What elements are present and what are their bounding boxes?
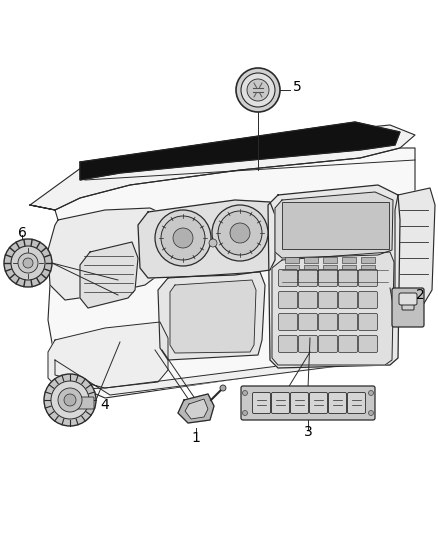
Circle shape	[218, 211, 262, 255]
Bar	[304, 265, 318, 271]
Bar	[285, 257, 299, 263]
Circle shape	[18, 253, 38, 273]
Polygon shape	[48, 322, 168, 390]
FancyBboxPatch shape	[282, 202, 389, 249]
FancyBboxPatch shape	[272, 392, 290, 414]
FancyBboxPatch shape	[339, 313, 357, 330]
Text: 6: 6	[18, 226, 26, 240]
Polygon shape	[185, 399, 208, 419]
Circle shape	[44, 374, 96, 426]
FancyBboxPatch shape	[339, 335, 357, 352]
Bar	[361, 265, 375, 271]
FancyBboxPatch shape	[347, 392, 365, 414]
FancyBboxPatch shape	[299, 313, 318, 330]
Circle shape	[243, 410, 247, 416]
FancyBboxPatch shape	[318, 313, 338, 330]
Bar	[304, 257, 318, 263]
FancyBboxPatch shape	[392, 288, 424, 327]
Text: 5: 5	[293, 80, 302, 94]
FancyBboxPatch shape	[299, 335, 318, 352]
Polygon shape	[80, 242, 138, 308]
FancyBboxPatch shape	[310, 392, 328, 414]
FancyBboxPatch shape	[299, 292, 318, 309]
Bar	[323, 257, 337, 263]
Bar	[342, 257, 356, 263]
Bar	[323, 265, 337, 271]
Bar	[323, 273, 337, 279]
Text: 3: 3	[304, 425, 312, 439]
Polygon shape	[272, 252, 394, 365]
Circle shape	[243, 391, 247, 395]
FancyBboxPatch shape	[318, 335, 338, 352]
FancyBboxPatch shape	[328, 392, 346, 414]
Circle shape	[236, 68, 280, 112]
Circle shape	[161, 216, 205, 260]
FancyBboxPatch shape	[252, 392, 271, 414]
FancyBboxPatch shape	[279, 335, 297, 352]
Bar	[342, 273, 356, 279]
FancyBboxPatch shape	[279, 292, 297, 309]
Circle shape	[173, 228, 193, 248]
Bar	[361, 273, 375, 279]
Polygon shape	[55, 320, 400, 395]
Circle shape	[4, 239, 52, 287]
Polygon shape	[80, 122, 400, 180]
Circle shape	[51, 381, 89, 419]
FancyBboxPatch shape	[339, 292, 357, 309]
Polygon shape	[170, 280, 256, 353]
Circle shape	[220, 385, 226, 391]
Bar	[304, 273, 318, 279]
FancyBboxPatch shape	[318, 270, 338, 287]
Polygon shape	[268, 185, 400, 368]
Circle shape	[23, 258, 33, 268]
Circle shape	[247, 79, 269, 101]
Bar	[285, 265, 299, 271]
Polygon shape	[395, 188, 435, 320]
FancyBboxPatch shape	[279, 313, 297, 330]
FancyBboxPatch shape	[358, 313, 378, 330]
Circle shape	[64, 394, 76, 406]
FancyBboxPatch shape	[74, 397, 94, 409]
Circle shape	[368, 391, 374, 395]
Circle shape	[58, 388, 82, 412]
FancyBboxPatch shape	[318, 292, 338, 309]
Bar	[342, 265, 356, 271]
FancyBboxPatch shape	[402, 294, 414, 310]
Polygon shape	[138, 200, 275, 278]
Polygon shape	[30, 125, 415, 210]
Circle shape	[11, 246, 45, 280]
Circle shape	[230, 223, 250, 243]
Polygon shape	[178, 394, 214, 423]
FancyBboxPatch shape	[299, 270, 318, 287]
Bar	[285, 273, 299, 279]
Circle shape	[241, 73, 275, 107]
Polygon shape	[48, 208, 170, 300]
Circle shape	[155, 210, 211, 266]
Text: 1: 1	[191, 431, 201, 445]
FancyBboxPatch shape	[358, 270, 378, 287]
Bar	[361, 257, 375, 263]
FancyBboxPatch shape	[241, 386, 375, 420]
FancyBboxPatch shape	[279, 270, 297, 287]
Circle shape	[212, 205, 268, 261]
Polygon shape	[158, 272, 265, 360]
FancyBboxPatch shape	[290, 392, 308, 414]
Text: 4: 4	[100, 398, 109, 412]
Circle shape	[368, 410, 374, 416]
FancyBboxPatch shape	[399, 293, 417, 305]
FancyBboxPatch shape	[358, 292, 378, 309]
Polygon shape	[30, 148, 415, 398]
Polygon shape	[275, 192, 393, 258]
Circle shape	[209, 239, 217, 247]
FancyBboxPatch shape	[339, 270, 357, 287]
Text: 2: 2	[416, 288, 425, 302]
FancyBboxPatch shape	[358, 335, 378, 352]
